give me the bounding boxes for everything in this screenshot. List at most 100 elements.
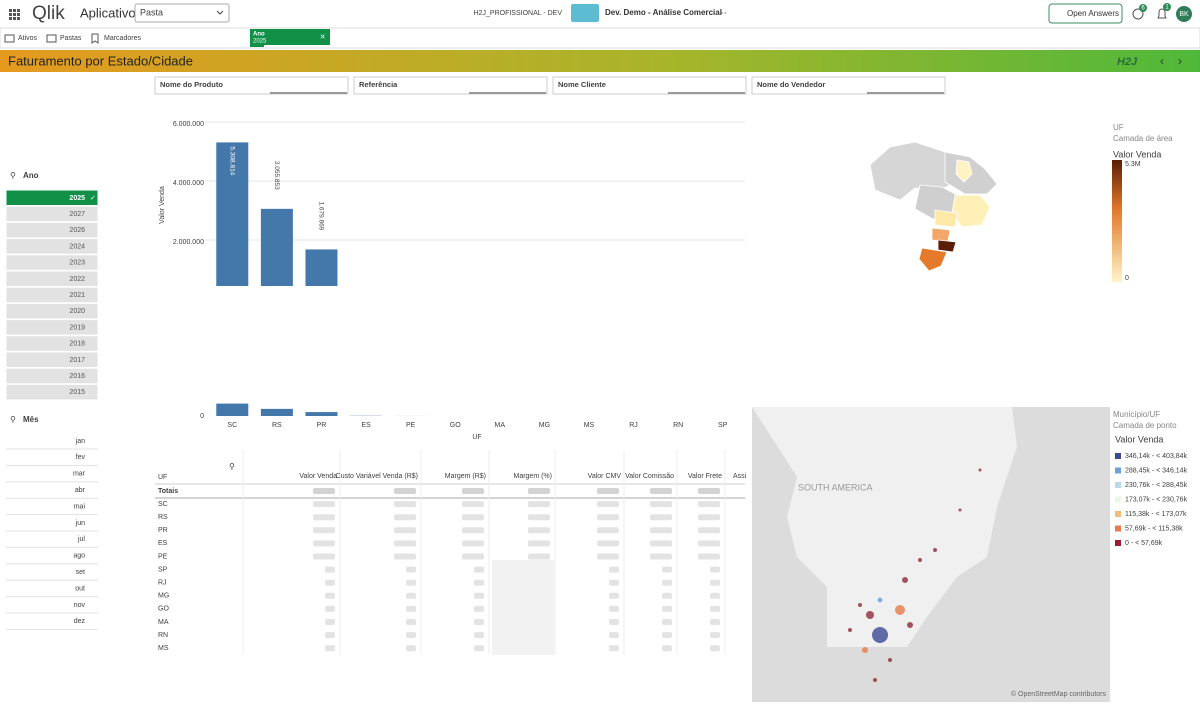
blurred-cell [528,514,550,521]
open-answers-btn[interactable] [1048,3,1123,24]
clear[interactable]: × [320,31,325,41]
year-option[interactable] [5,319,99,336]
y-tick-label: 2.000.000 [173,239,204,246]
avatar[interactable] [1176,6,1192,22]
year-option[interactable] [5,286,99,304]
mini-bar [216,403,249,416]
year-option[interactable] [5,351,99,368]
bar [350,296,382,299]
x-tick-label: PR [317,422,327,429]
badge [1139,4,1147,12]
bar [395,298,427,299]
year-option[interactable] [5,238,99,255]
sheet-select[interactable] [134,3,230,23]
mini-y-tick: 0 [200,413,204,420]
legend-label: 0 - < 57,69k [1125,540,1163,547]
year-option[interactable] [5,205,99,223]
year-label: 2024 [69,243,85,250]
help-badge: 6 [1141,6,1145,12]
year-label: 2015 [69,389,85,396]
month-label: jun [75,520,85,527]
year-option[interactable] [5,189,99,206]
selection-chip[interactable] [250,29,330,45]
blurred-cell [662,579,672,586]
month-label: jul [77,536,85,543]
toolbar-item: Marcadores [104,35,141,42]
blurred-cell [662,645,672,652]
x-tick-label: MS [584,422,595,429]
filter-label: Nome do Produto [160,80,223,89]
x-tick-label: RN [673,422,683,429]
month-label: mar [73,471,86,478]
blurred-cell [528,540,550,547]
row-label: RS [158,514,168,521]
legend-title: Valor Venda [1113,149,1161,159]
year-option[interactable] [5,221,99,239]
month-label: ago [73,553,85,560]
row-label: Totais [158,488,178,495]
year-option[interactable] [5,254,99,271]
search-icon: ⚲ [229,462,235,471]
blurred-cell [313,514,335,521]
blurred-cell [710,632,720,639]
year-label: 2022 [69,276,85,283]
blurred-cell [528,488,550,494]
blurred-cell [462,514,484,521]
plot [216,142,427,299]
blurred-cell [650,514,672,521]
legend-title: Valor Venda [1115,434,1163,444]
blurred-cell [325,592,335,599]
year-label: 2021 [69,292,85,299]
menu-icon[interactable] [9,9,20,20]
year-label: 2020 [69,308,85,315]
filter-box[interactable] [552,76,747,95]
month-label: set [76,569,85,576]
help-icon[interactable] [1132,8,1144,20]
banner-logo: H2J [1117,56,1138,68]
filter-title: Mês [23,415,39,424]
prev[interactable]: ‹ [1160,54,1164,68]
row-label: MA [158,619,169,626]
blurred-cell [609,605,619,612]
column-header: Margem (%) [513,473,552,480]
value-label: 5.308.814 [229,146,236,175]
filter-box[interactable] [154,76,349,95]
bell[interactable] [1157,8,1167,19]
blurred-cell [474,566,484,573]
blurred-cell [313,553,335,560]
mini-plot [216,403,427,416]
column-header: Valor CMV [588,473,622,480]
x-tick-label: SP [718,422,728,429]
blurred-cell [394,514,416,521]
blurred-cell [609,645,619,652]
map-title: UF [1113,123,1124,132]
legend-swatch [1115,511,1121,517]
blurred-cell [406,605,416,612]
row-label: ES [158,540,168,547]
blurred-cell [698,514,720,521]
year-option[interactable] [5,335,99,352]
year-option[interactable] [5,367,99,385]
year-option[interactable] [5,302,99,320]
month-label: jan [75,438,85,445]
space-name: H2J_PROFISSIONAL - DEV [474,10,563,17]
filter-box[interactable] [751,76,946,95]
year-option[interactable] [5,270,99,287]
land [752,407,1017,647]
x-tick-label: SC [227,422,237,429]
user: BK [1179,11,1189,18]
year-label: 2016 [69,373,85,380]
legend-max: 5.3M [1125,161,1141,168]
more[interactable]: ··· [717,8,727,19]
filter-box[interactable] [353,76,548,95]
next[interactable]: › [1178,54,1182,68]
year-option[interactable] [5,383,99,401]
legend-swatch [1115,467,1121,474]
region-label: SOUTH AMERICA [798,482,873,492]
blurred-cell [325,619,335,625]
y-tick-label: 6.000.000 [173,121,204,128]
app-thumb [571,4,599,22]
blurred-cell [609,579,619,586]
toolbar [0,27,1200,49]
